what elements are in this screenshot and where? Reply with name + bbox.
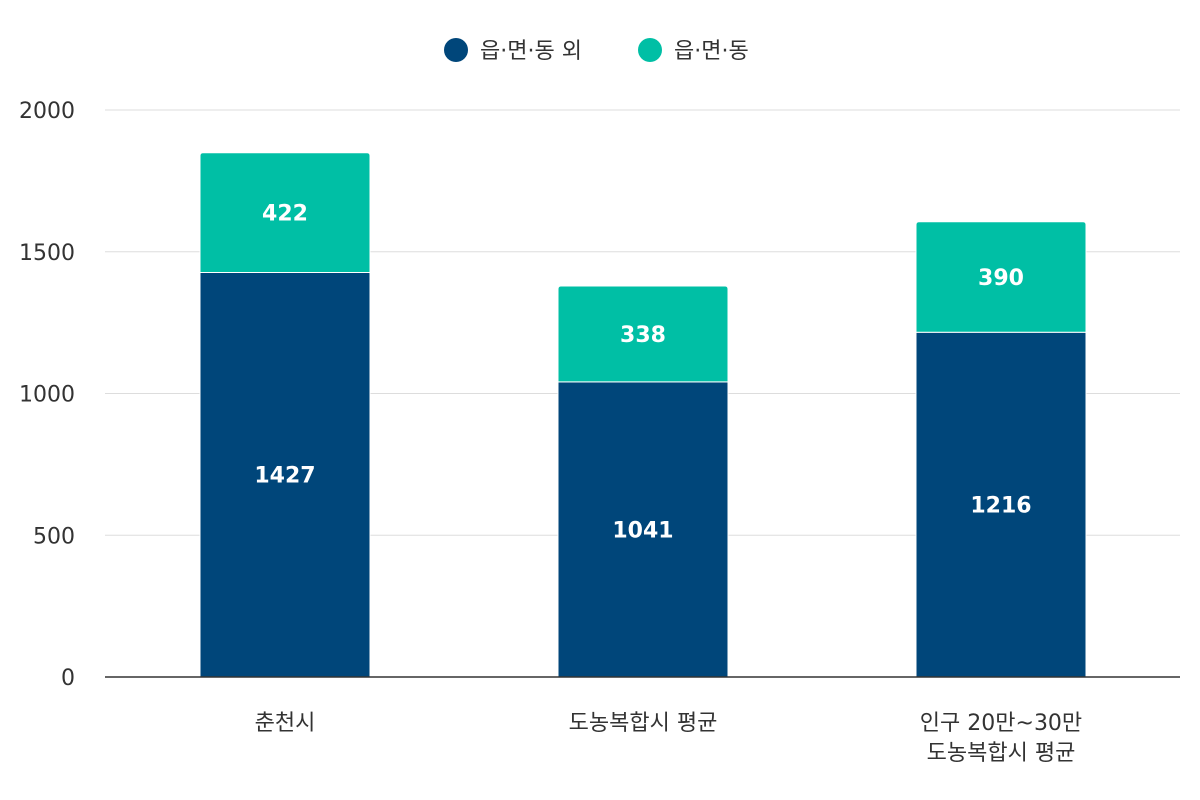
y-tick-label: 2000 — [19, 99, 75, 124]
x-tick-label: 도농복합시 평균 — [927, 741, 1076, 766]
bars — [199, 152, 1087, 678]
value-labels: 1427 422 1041 338 1216 390 — [254, 202, 1031, 544]
data-label: 390 — [978, 266, 1024, 291]
data-label: 1427 — [254, 464, 315, 489]
y-tick-label: 0 — [61, 666, 75, 691]
chart-legend: 읍·면·동 외 읍·면·동 — [444, 38, 749, 64]
data-label: 422 — [262, 202, 308, 227]
x-tick-label: 춘천시 — [255, 711, 316, 736]
legend-label: 읍·면·동 외 — [480, 39, 582, 64]
y-tick-label: 1500 — [19, 241, 75, 266]
y-tick-label: 500 — [33, 524, 75, 549]
data-label: 338 — [620, 323, 666, 348]
legend-marker — [638, 38, 662, 62]
bar-segment — [199, 152, 371, 273]
bar-segment — [915, 221, 1087, 333]
bar-segment — [557, 285, 729, 383]
legend-marker — [444, 38, 468, 62]
x-tick-label: 인구 20만~30만 — [920, 711, 1082, 736]
y-axis: 0 500 1000 1500 2000 — [19, 99, 75, 691]
y-tick-label: 1000 — [19, 383, 75, 408]
x-tick-label: 도농복합시 평균 — [569, 711, 718, 736]
data-label: 1041 — [612, 518, 673, 543]
data-label: 1216 — [970, 494, 1031, 519]
legend-label: 읍·면·동 — [674, 39, 749, 64]
